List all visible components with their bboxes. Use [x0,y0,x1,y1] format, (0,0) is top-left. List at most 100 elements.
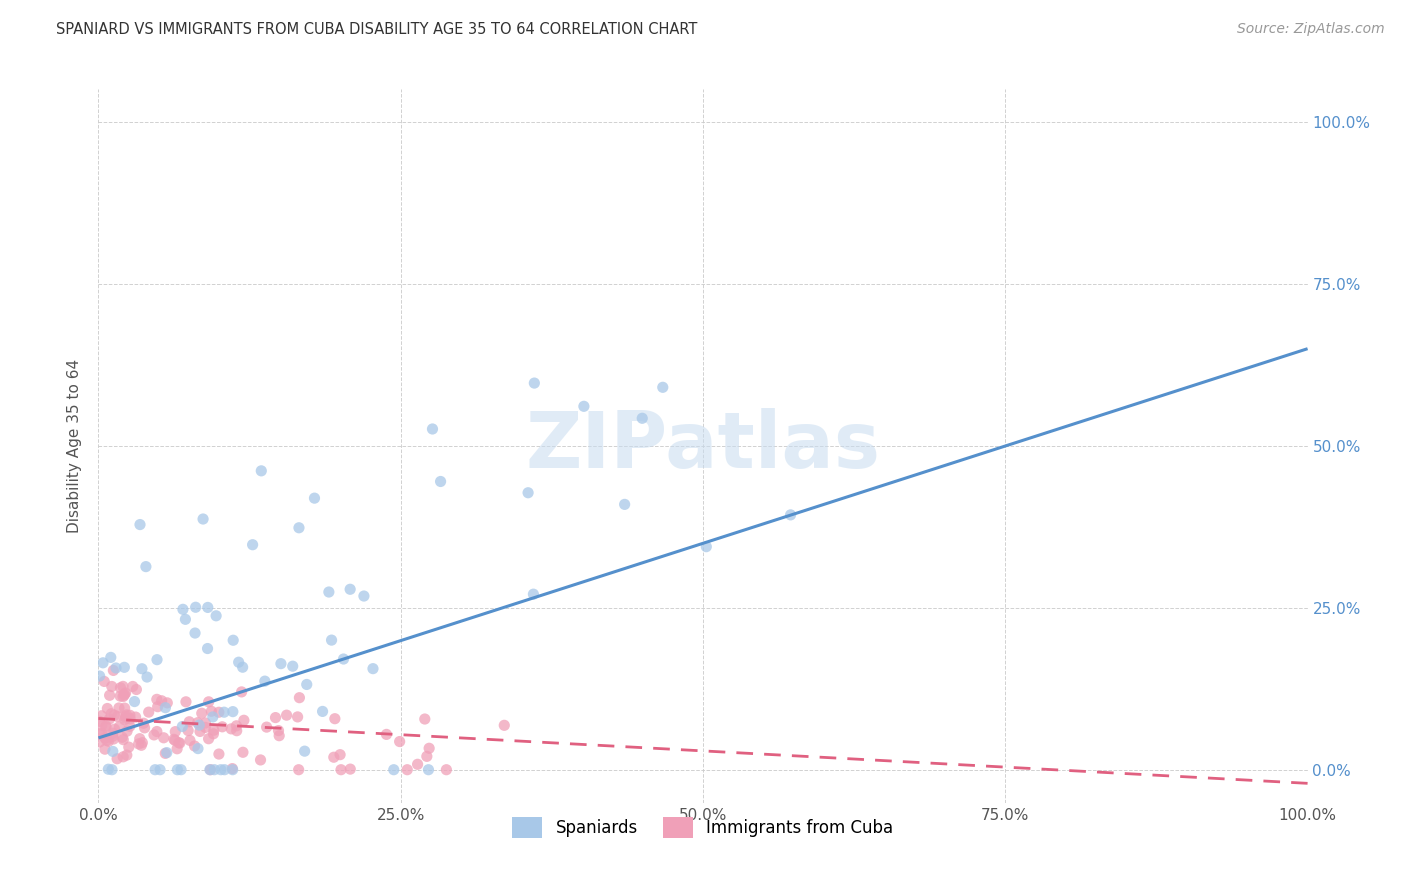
Point [103,731,125,746]
Point [418,741,440,756]
Point [416,749,439,764]
Point [100,650,122,665]
Point [382,763,405,777]
Point [101,726,124,740]
Point [225,719,247,733]
Point [353,589,375,603]
Point [129,517,152,532]
Point [311,705,333,719]
Point [89,727,111,741]
Point [89,669,111,683]
Point [120,712,142,726]
Point [107,709,129,723]
Point [103,664,125,678]
Point [96,733,118,747]
Point [112,688,135,702]
Point [90,726,112,740]
Point [294,744,316,758]
Point [108,720,131,734]
Point [375,727,398,741]
Point [197,641,219,656]
Point [651,380,673,394]
Point [169,736,191,750]
Point [329,747,352,762]
Point [94,742,117,756]
Point [339,762,361,776]
Point [114,687,136,701]
Point [288,521,311,535]
Point [434,763,457,777]
Point [232,660,254,674]
Point [184,600,207,615]
Point [143,763,166,777]
Point [111,680,134,694]
Point [322,750,344,764]
Point [172,602,194,616]
Point [202,727,225,741]
Legend: Spaniards, Immigrants from Cuba: Spaniards, Immigrants from Cuba [506,811,900,845]
Point [208,705,231,719]
Point [118,740,141,755]
Point [197,600,219,615]
Point [118,719,141,733]
Point [202,763,225,777]
Point [103,708,125,723]
Point [188,718,211,732]
Point [219,722,242,736]
Point [94,720,117,734]
Point [97,762,120,776]
Point [146,724,169,739]
Point [695,540,717,554]
Point [232,745,254,759]
Point [121,680,143,694]
Point [134,721,156,735]
Point [97,734,120,748]
Point [96,701,118,715]
Point [135,559,157,574]
Point [429,475,451,489]
Point [156,746,179,760]
Point [91,656,114,670]
Point [406,757,429,772]
Point [143,728,166,742]
Point [214,763,236,777]
Point [494,718,516,732]
Point [187,715,209,730]
Point [413,712,436,726]
Point [202,723,225,738]
Point [332,652,354,666]
Point [94,731,117,745]
Point [304,491,326,505]
Point [197,695,219,709]
Point [112,732,135,747]
Point [114,713,136,727]
Point [321,633,343,648]
Point [111,731,134,745]
Point [205,608,228,623]
Point [179,733,201,747]
Point [197,731,219,746]
Point [163,732,186,747]
Point [166,763,188,777]
Point [191,706,214,721]
Point [94,731,117,745]
Point [184,626,207,640]
Point [114,701,136,715]
Point [108,701,131,715]
Text: ZIPatlas: ZIPatlas [526,408,880,484]
Point [174,695,197,709]
Point [170,763,193,777]
Point [231,685,253,699]
Point [138,705,160,719]
Point [201,710,224,724]
Point [396,763,419,777]
Point [517,485,540,500]
Point [156,696,179,710]
Point [163,733,186,747]
Point [112,690,135,704]
Point [194,720,217,734]
Point [89,714,111,729]
Point [209,763,232,777]
Point [232,713,254,727]
Point [124,710,146,724]
